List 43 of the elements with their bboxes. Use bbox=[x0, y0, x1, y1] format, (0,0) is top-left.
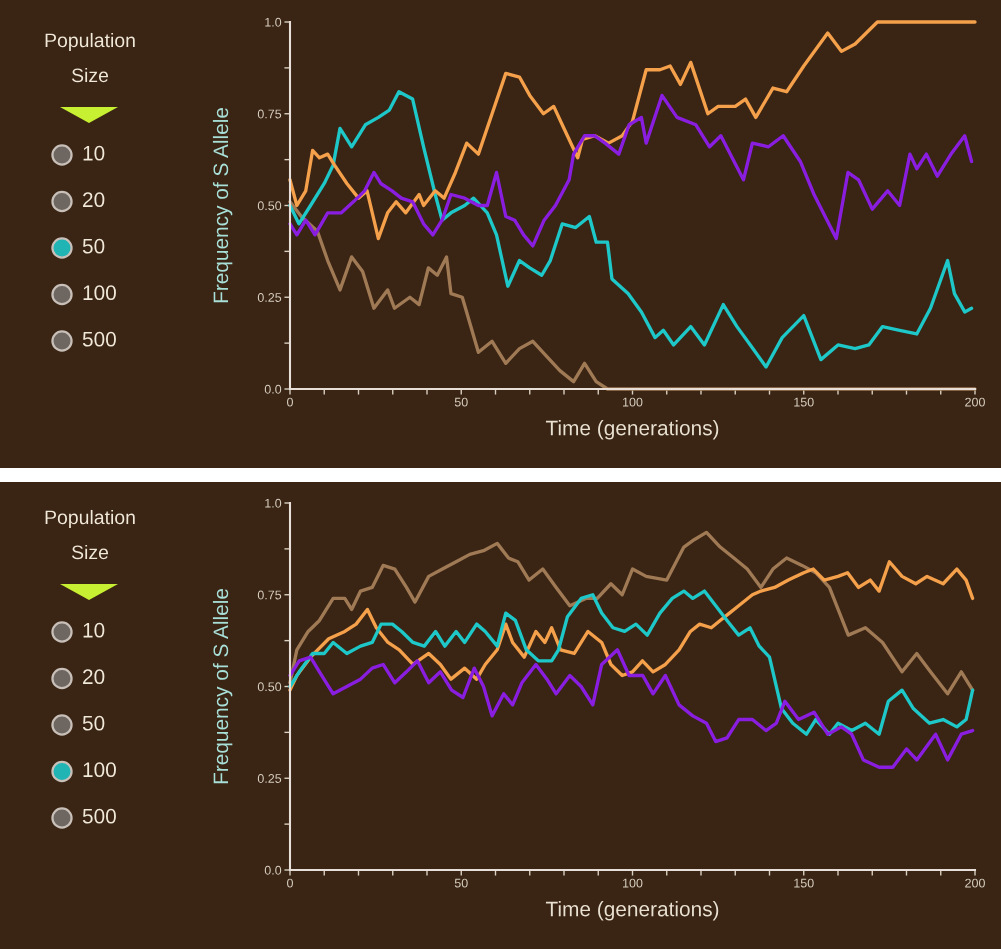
text: Population Size bbox=[45, 32, 135, 83]
category-label: 500 bbox=[82, 331, 116, 347]
category-label: 50 bbox=[82, 238, 105, 254]
y-tick-label: 0.25 bbox=[257, 774, 282, 783]
x-tick-label: 0 bbox=[287, 878, 293, 888]
line-series bbox=[288, 589, 975, 736]
y-tick-label: 0.25 bbox=[257, 293, 282, 302]
category-label: 100 bbox=[83, 285, 116, 301]
category-label: 50 bbox=[82, 715, 105, 731]
x-tick-label: 150 bbox=[794, 397, 814, 407]
x-tick-label: 200 bbox=[965, 397, 985, 407]
x-tick-label: 50 bbox=[454, 878, 468, 888]
category-label: 10 bbox=[83, 145, 105, 161]
text: Population Size bbox=[45, 509, 135, 560]
line-series bbox=[288, 648, 975, 769]
y-tick-label: 0.50 bbox=[257, 201, 282, 211]
x-tick-label: 150 bbox=[794, 878, 814, 888]
x-tick-label: 100 bbox=[623, 397, 643, 407]
y-tick-label: 1.0 bbox=[265, 17, 282, 27]
x-tick-label: 100 bbox=[623, 878, 643, 888]
y-tick-label: 0.75 bbox=[257, 590, 282, 600]
category-label: 500 bbox=[82, 808, 116, 824]
x-tick-label: 0 bbox=[287, 397, 293, 407]
x-tick-label: 50 bbox=[454, 397, 468, 407]
y-tick-label: 0.75 bbox=[257, 109, 282, 119]
category-label: 10 bbox=[83, 622, 105, 638]
line-series bbox=[288, 20, 977, 241]
line-series bbox=[288, 560, 975, 692]
y-tick-label: 0.0 bbox=[264, 384, 282, 394]
category-label: 100 bbox=[83, 762, 116, 778]
x-tick-label: 200 bbox=[965, 878, 985, 888]
x-axis-title: Time (generations) bbox=[545, 420, 719, 440]
category-label: 20 bbox=[83, 192, 105, 208]
y-tick-label: 1.0 bbox=[265, 498, 282, 508]
x-axis-title: Time (generations) bbox=[545, 901, 719, 921]
category-label: 20 bbox=[83, 669, 105, 685]
y-tick-label: 0.50 bbox=[257, 682, 282, 692]
line-series bbox=[288, 530, 975, 696]
y-axis-title: Frequency of S Allele bbox=[212, 107, 233, 303]
line-series bbox=[288, 93, 974, 248]
y-axis-title: Frequency of S Allele bbox=[212, 588, 233, 784]
line-series bbox=[288, 90, 974, 369]
y-tick-label: 0.0 bbox=[264, 865, 282, 875]
